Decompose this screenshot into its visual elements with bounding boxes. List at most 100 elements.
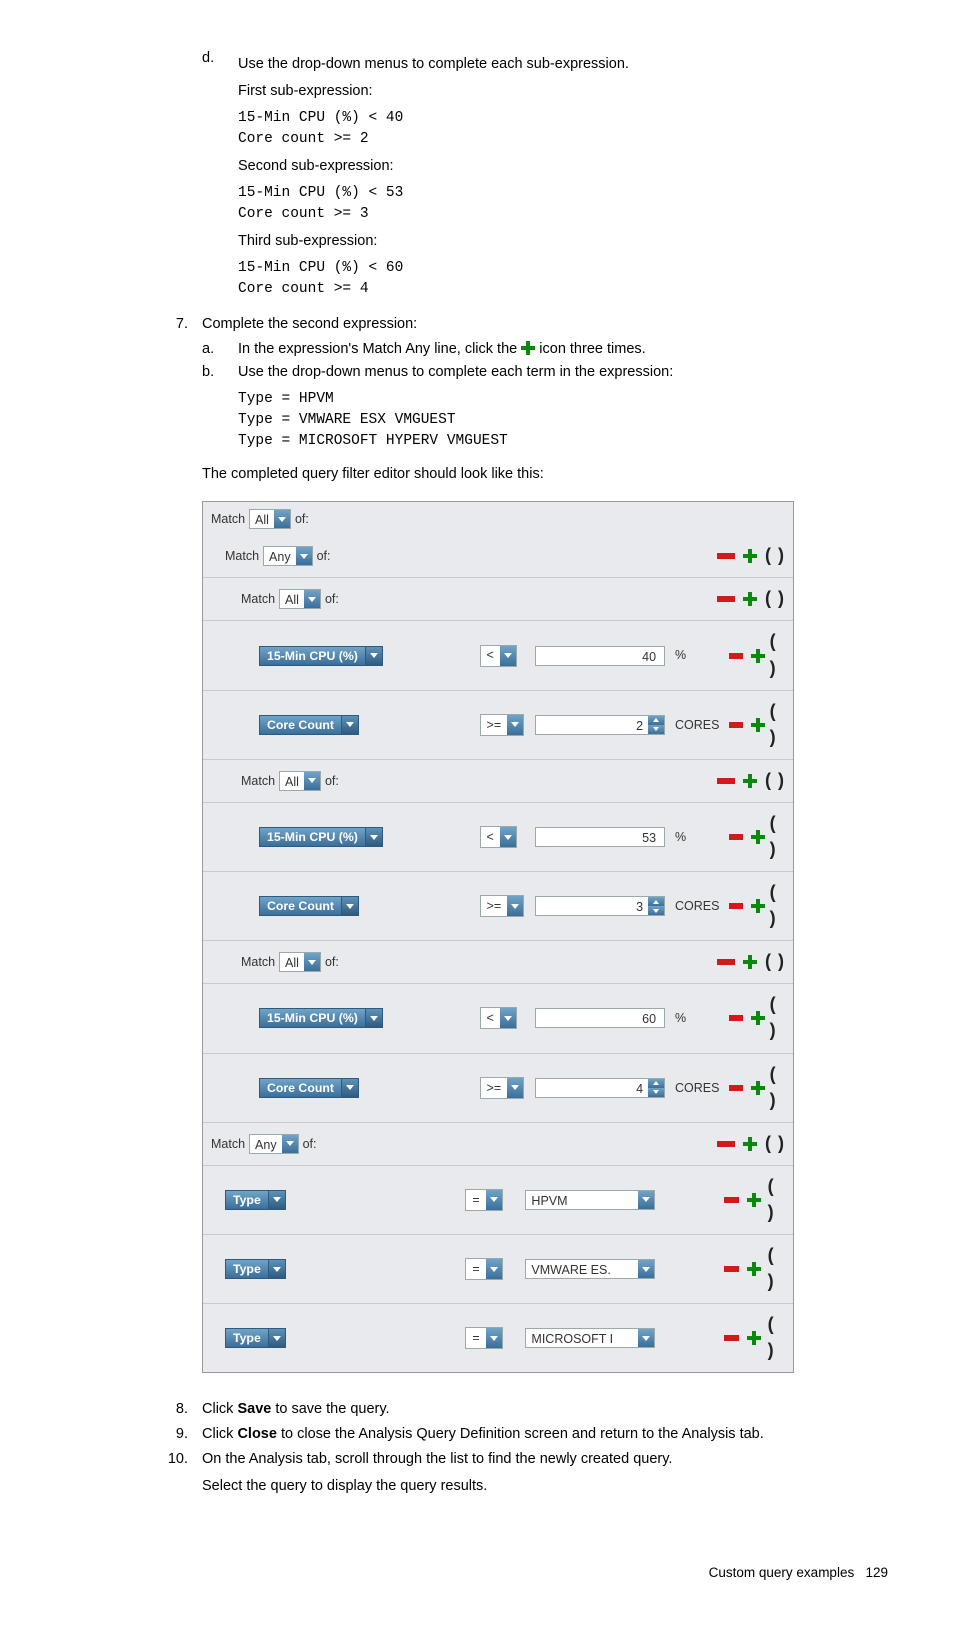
match-select[interactable]: All — [279, 771, 321, 791]
operator-select[interactable]: >= — [480, 895, 525, 917]
value-select[interactable]: HPVM — [525, 1190, 655, 1210]
add-icon[interactable] — [747, 1193, 759, 1207]
remove-icon[interactable] — [717, 959, 735, 965]
spinner-up-icon[interactable] — [648, 1079, 664, 1088]
remove-icon[interactable] — [729, 1015, 743, 1021]
metric-select[interactable]: Type — [225, 1190, 286, 1210]
match-row: Match All of: ( ) — [203, 941, 793, 984]
chevron-down-icon — [486, 1328, 502, 1348]
step7-title: Complete the second expression: — [202, 314, 888, 335]
match-row: Match All of: ( ) — [203, 578, 793, 621]
metric-select[interactable]: Core Count — [259, 715, 359, 735]
remove-icon[interactable] — [724, 1197, 740, 1203]
metric-select[interactable]: 15-Min CPU (%) — [259, 827, 383, 847]
remove-icon[interactable] — [729, 834, 743, 840]
group-icon[interactable]: ( ) — [768, 1242, 785, 1296]
match-select[interactable]: Any — [249, 1134, 299, 1154]
add-icon[interactable] — [751, 830, 762, 844]
add-icon[interactable] — [751, 718, 762, 732]
group-icon[interactable]: ( ) — [770, 628, 785, 682]
add-icon[interactable] — [743, 774, 757, 788]
value-input[interactable]: 53 — [535, 827, 665, 847]
metric-select[interactable]: Type — [225, 1259, 286, 1279]
remove-icon[interactable] — [717, 553, 735, 559]
operator-select[interactable]: = — [465, 1327, 502, 1349]
spinner-down-icon[interactable] — [648, 1088, 664, 1097]
group-icon[interactable]: ( ) — [770, 879, 785, 933]
remove-icon[interactable] — [717, 778, 735, 784]
subexpr1-label: First sub-expression: — [238, 81, 888, 102]
value-spinner[interactable]: 4 — [535, 1078, 665, 1098]
add-icon[interactable] — [747, 1262, 759, 1276]
remove-icon[interactable] — [717, 1141, 735, 1147]
group-icon[interactable]: ( ) — [770, 810, 785, 864]
chevron-down-icon — [304, 772, 320, 790]
spinner-down-icon[interactable] — [648, 725, 664, 734]
value-input[interactable]: 60 — [535, 1008, 665, 1028]
spinner-up-icon[interactable] — [648, 897, 664, 906]
condition-row: Core Count >= 2 — [203, 691, 793, 760]
remove-icon[interactable] — [729, 653, 743, 659]
operator-select[interactable]: < — [480, 645, 517, 667]
group-icon[interactable]: ( ) — [770, 991, 785, 1045]
metric-select[interactable]: Core Count — [259, 1078, 359, 1098]
unit-label: % — [671, 1009, 723, 1027]
group-icon[interactable]: ( ) — [765, 1130, 785, 1158]
chevron-down-icon — [365, 828, 382, 846]
group-icon[interactable]: ( ) — [768, 1311, 785, 1365]
group-icon[interactable]: ( ) — [765, 767, 785, 795]
add-icon[interactable] — [751, 1081, 762, 1095]
metric-select[interactable]: Core Count — [259, 896, 359, 916]
remove-icon[interactable] — [729, 1085, 743, 1091]
remove-icon[interactable] — [717, 596, 735, 602]
add-icon[interactable] — [747, 1331, 759, 1345]
value-input[interactable]: 40 — [535, 646, 665, 666]
value-select[interactable]: MICROSOFT I — [525, 1328, 655, 1348]
add-icon[interactable] — [743, 1137, 757, 1151]
remove-icon[interactable] — [729, 722, 743, 728]
operator-select[interactable]: < — [480, 826, 517, 848]
chevron-down-icon — [341, 1079, 358, 1097]
value-spinner[interactable]: 2 — [535, 715, 665, 735]
chevron-down-icon — [638, 1329, 654, 1347]
chevron-down-icon — [304, 590, 320, 608]
group-icon[interactable]: ( ) — [768, 1173, 785, 1227]
operator-select[interactable]: >= — [480, 1077, 525, 1099]
spinner-up-icon[interactable] — [648, 716, 664, 725]
subexpr2-code: 15-Min CPU (%) < 53 Core count >= 3 — [238, 183, 888, 225]
metric-select[interactable]: 15-Min CPU (%) — [259, 646, 383, 666]
operator-select[interactable]: = — [465, 1258, 502, 1280]
match-select[interactable]: Any — [263, 546, 313, 566]
group-icon[interactable]: ( ) — [765, 542, 785, 570]
group-icon[interactable]: ( ) — [765, 585, 785, 613]
match-select[interactable]: All — [279, 952, 321, 972]
remove-icon[interactable] — [724, 1335, 740, 1341]
add-icon[interactable] — [751, 1011, 762, 1025]
group-icon[interactable]: ( ) — [770, 1061, 785, 1115]
group-icon[interactable]: ( ) — [765, 948, 785, 976]
match-row: Match All of: — [203, 502, 793, 535]
remove-icon[interactable] — [724, 1266, 740, 1272]
add-icon[interactable] — [743, 592, 757, 606]
add-icon[interactable] — [743, 549, 757, 563]
add-icon[interactable] — [751, 649, 762, 663]
match-select[interactable]: All — [249, 509, 291, 529]
add-icon[interactable] — [751, 899, 762, 913]
operator-select[interactable]: = — [465, 1189, 502, 1211]
metric-select[interactable]: 15-Min CPU (%) — [259, 1008, 383, 1028]
remove-icon[interactable] — [729, 903, 743, 909]
condition-row: 15-Min CPU (%) < 40 — [203, 621, 793, 690]
add-icon[interactable] — [743, 955, 757, 969]
value-select[interactable]: VMWARE ES. — [525, 1259, 655, 1279]
step-9: 9. Click Close to close the Analysis Que… — [150, 1424, 888, 1445]
value-spinner[interactable]: 3 — [535, 896, 665, 916]
chevron-down-icon — [268, 1329, 285, 1347]
page-number: 129 — [865, 1565, 888, 1580]
operator-select[interactable]: >= — [480, 714, 525, 736]
operator-select[interactable]: < — [480, 1007, 517, 1029]
plus-icon — [521, 341, 535, 355]
match-select[interactable]: All — [279, 589, 321, 609]
spinner-down-icon[interactable] — [648, 906, 664, 915]
metric-select[interactable]: Type — [225, 1328, 286, 1348]
group-icon[interactable]: ( ) — [770, 698, 785, 752]
